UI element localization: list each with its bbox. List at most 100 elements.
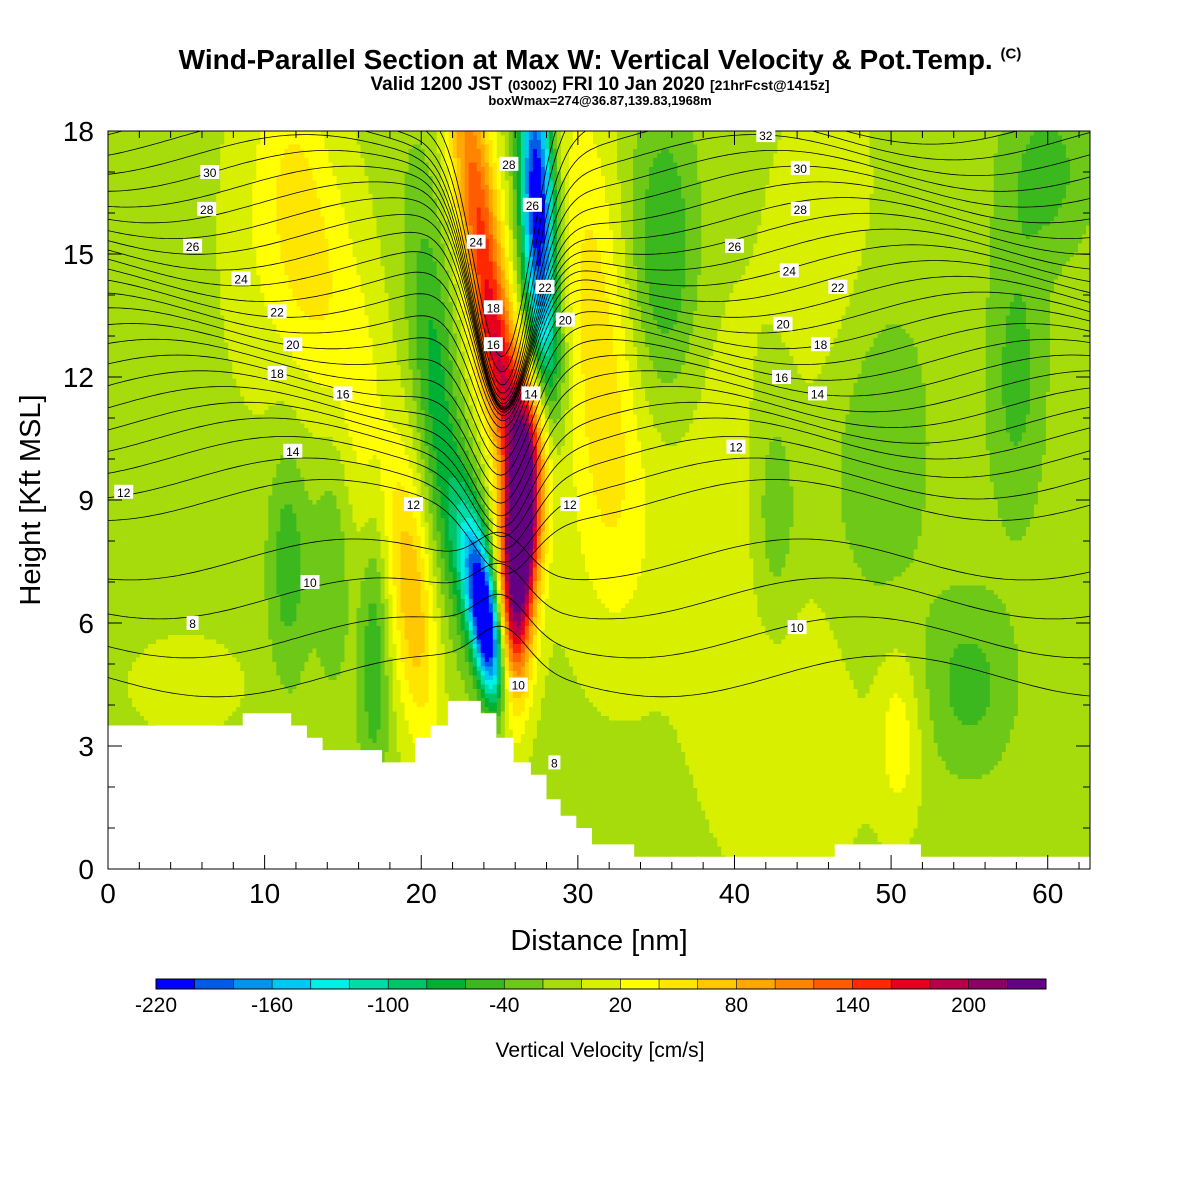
field-cell	[572, 158, 578, 164]
field-cell	[773, 189, 778, 195]
field-cell	[116, 216, 121, 222]
field-cell	[837, 185, 843, 191]
field-cell	[629, 153, 634, 159]
field-cell	[124, 203, 129, 209]
field-cell	[164, 189, 169, 195]
field-cell	[853, 207, 859, 213]
field-cell	[404, 185, 410, 191]
field-cell	[120, 207, 125, 213]
field-cell	[440, 185, 446, 191]
field-cell	[749, 158, 754, 164]
field-cell	[452, 140, 458, 146]
field-cell	[921, 203, 927, 209]
field-cell	[520, 171, 526, 177]
field-cell	[749, 216, 754, 222]
field-cell	[128, 185, 133, 191]
field-cell	[805, 180, 811, 186]
field-cell	[368, 221, 374, 227]
field-cell	[673, 149, 678, 155]
field-cell	[440, 194, 446, 200]
field-cell	[893, 135, 899, 141]
field-cell	[601, 153, 606, 159]
field-cell	[388, 203, 394, 209]
field-cell	[256, 203, 261, 209]
field-cell	[837, 140, 843, 146]
field-cell	[364, 180, 370, 186]
field-cell	[408, 149, 414, 155]
field-cell	[492, 140, 498, 146]
field-cell	[761, 203, 766, 209]
field-cell	[849, 216, 855, 222]
field-cell	[809, 203, 815, 209]
field-cell	[532, 176, 538, 182]
field-cell	[937, 131, 943, 137]
field-cell	[220, 149, 225, 155]
field-cell	[989, 216, 995, 222]
field-cell	[440, 176, 446, 182]
field-cell	[625, 149, 630, 155]
field-cell	[276, 140, 281, 146]
field-cell	[312, 216, 318, 222]
field-cell	[184, 203, 189, 209]
field-cell	[929, 162, 935, 168]
field-cell	[484, 140, 490, 146]
field-cell	[833, 194, 839, 200]
field-cell	[284, 198, 289, 204]
field-cell	[244, 176, 249, 182]
field-cell	[625, 207, 630, 213]
field-cell	[869, 140, 875, 146]
field-cell	[564, 198, 570, 204]
field-cell	[685, 144, 690, 150]
field-cell	[761, 189, 766, 195]
field-cell	[1033, 158, 1039, 164]
field-cell	[212, 140, 217, 146]
field-cell	[536, 167, 542, 173]
field-cell	[248, 185, 253, 191]
field-cell	[689, 176, 694, 182]
field-cell	[420, 189, 426, 195]
field-cell	[216, 198, 221, 204]
field-cell	[637, 185, 642, 191]
field-cell	[629, 171, 634, 177]
field-cell	[633, 167, 638, 173]
field-cell	[965, 167, 971, 173]
field-cell	[773, 171, 778, 177]
field-cell	[252, 203, 257, 209]
field-cell	[757, 158, 762, 164]
field-cell	[945, 144, 951, 150]
field-cell	[769, 216, 774, 222]
field-cell	[124, 212, 129, 218]
field-cell	[997, 212, 1003, 218]
field-cell	[993, 180, 999, 186]
field-cell	[432, 212, 438, 218]
field-cell	[1069, 207, 1075, 213]
field-cell	[496, 149, 502, 155]
field-cell	[869, 144, 875, 150]
field-cell	[709, 194, 714, 200]
field-cell	[376, 158, 382, 164]
field-cell	[761, 194, 766, 200]
field-cell	[364, 162, 370, 168]
field-cell	[584, 158, 590, 164]
field-cell	[472, 158, 478, 164]
field-cell	[252, 176, 257, 182]
field-cell	[653, 153, 658, 159]
field-cell	[685, 180, 690, 186]
field-cell	[717, 167, 722, 173]
field-cell	[709, 216, 714, 222]
field-cell	[124, 171, 129, 177]
field-cell	[316, 221, 322, 227]
field-cell	[721, 171, 726, 177]
field-cell	[1001, 203, 1007, 209]
field-cell	[749, 131, 754, 137]
field-cell	[1061, 153, 1067, 159]
field-cell	[1001, 198, 1007, 204]
field-cell	[500, 212, 506, 218]
field-cell	[897, 149, 903, 155]
field-cell	[564, 162, 570, 168]
field-cell	[164, 207, 169, 213]
field-cell	[188, 135, 193, 141]
field-cell	[717, 180, 722, 186]
field-cell	[949, 162, 955, 168]
field-cell	[637, 158, 642, 164]
